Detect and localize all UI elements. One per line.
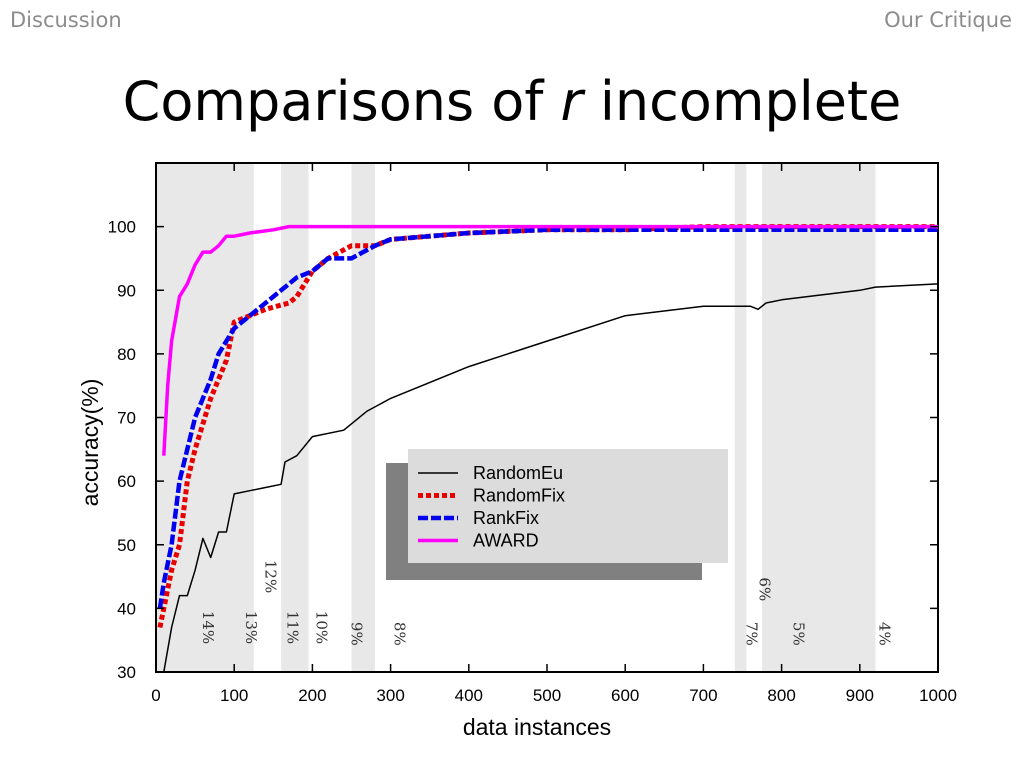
band-label-2: 12% <box>261 560 279 593</box>
y-tick-label-40: 40 <box>117 599 136 618</box>
x-tick-label-400: 400 <box>455 686 483 705</box>
x-axis-label: data instances <box>463 714 611 740</box>
shaded-band-4 <box>762 163 876 672</box>
band-label-9: 5% <box>789 622 807 646</box>
x-tick-label-100: 100 <box>220 686 248 705</box>
x-tick-label-700: 700 <box>689 686 717 705</box>
shaded-band-1 <box>281 163 309 672</box>
x-tick-label-1000: 1000 <box>919 686 957 705</box>
y-tick-label-70: 70 <box>117 409 136 428</box>
legend-label-randomfix: RandomFix <box>473 486 565 506</box>
y-tick-label-80: 80 <box>117 345 136 364</box>
x-tick-label-600: 600 <box>611 686 639 705</box>
legend-label-award: AWARD <box>473 531 539 551</box>
band-label-5: 9% <box>348 622 366 646</box>
legend-box <box>408 449 728 563</box>
band-label-0: 14% <box>199 611 217 644</box>
x-tick-label-0: 0 <box>151 686 160 705</box>
title-suffix: incomplete <box>582 70 902 133</box>
band-label-3: 11% <box>283 611 301 644</box>
slide-title: Comparisons of r incomplete <box>0 70 1024 133</box>
series-line-award <box>162 224 938 456</box>
y-tick-label-60: 60 <box>117 472 136 491</box>
x-tick-label-300: 300 <box>376 686 404 705</box>
series-line-randomeu <box>163 283 939 673</box>
header-critique-label: Our Critique <box>884 8 1012 32</box>
x-tick-label-200: 200 <box>298 686 326 705</box>
title-italic-variable: r <box>560 70 583 133</box>
header-section-label: Discussion <box>10 8 122 32</box>
series-line-rankfix <box>157 227 938 609</box>
series-line-randomfix <box>157 224 938 629</box>
band-label-6: 8% <box>391 622 409 646</box>
x-tick-label-500: 500 <box>533 686 561 705</box>
y-tick-label-90: 90 <box>117 281 136 300</box>
legend-label-randomeu: RandomEu <box>473 463 563 483</box>
x-tick-label-800: 800 <box>767 686 795 705</box>
shaded-band-0 <box>156 163 254 672</box>
legend-label-rankfix: RankFix <box>473 508 539 528</box>
band-label-7: 7% <box>742 622 760 646</box>
y-tick-label-100: 100 <box>108 218 136 237</box>
band-label-4: 10% <box>312 611 330 644</box>
y-axis-label: accuracy(%) <box>77 379 103 507</box>
title-prefix: Comparisons of <box>122 70 561 133</box>
shaded-band-3 <box>734 163 747 672</box>
band-label-10: 4% <box>875 622 893 646</box>
y-tick-label-50: 50 <box>117 536 136 555</box>
x-tick-label-900: 900 <box>846 686 874 705</box>
shaded-band-2 <box>351 163 375 672</box>
band-label-1: 13% <box>242 611 260 644</box>
y-tick-label-30: 30 <box>117 663 136 682</box>
band-label-8: 6% <box>756 577 774 601</box>
